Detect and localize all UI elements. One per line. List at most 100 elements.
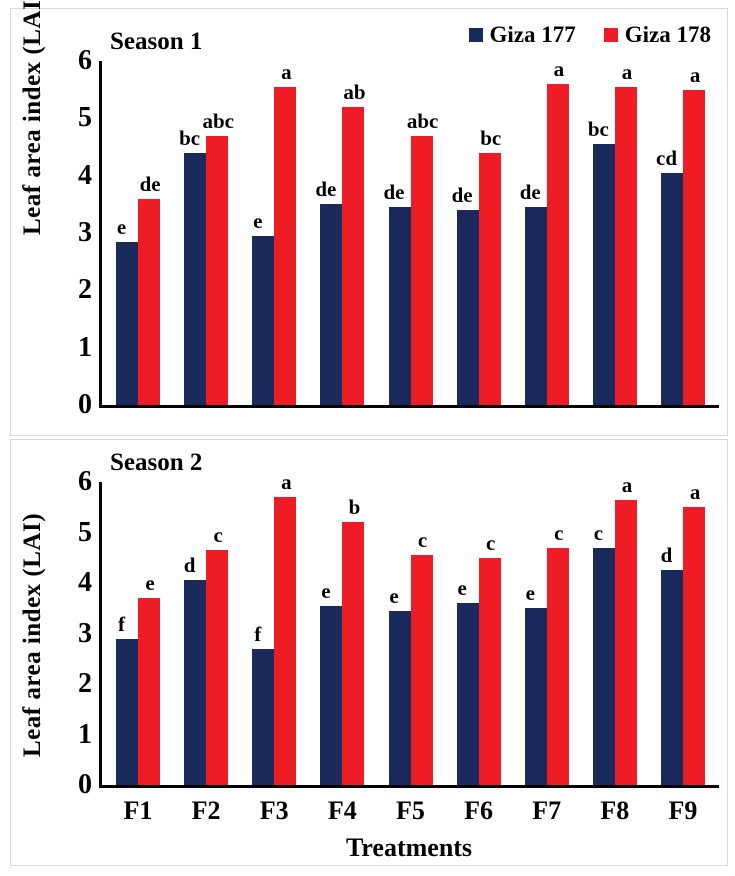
significance-letter-giza-177-f1: f [118,611,125,636]
bar-giza-177-f7: e [524,583,547,785]
bar-giza-177-f4: de [315,179,343,405]
y-axis-tick-label-5: 5 [78,516,92,548]
bar-group-f1: e de [116,61,161,405]
bar-group-f4: de ab [315,61,366,405]
legend-swatch-icon [603,28,618,42]
y-axis-tick-label-1: 1 [78,331,92,363]
significance-letter-giza-178-f2: abc [202,108,234,133]
bar-giza-177-f3: f [252,623,275,785]
bar-group-f9: d a F9 [660,482,705,824]
significance-letter-giza-178-f4: b [348,495,361,520]
legend-swatch-icon [468,28,483,42]
significance-letter-giza-177-f2: d [183,553,196,578]
significance-letter-giza-177-f7: de [519,180,541,205]
significance-letter-giza-177-f2: bc [179,125,201,150]
bar-group-f1: f e F1 [116,482,160,824]
significance-letter-giza-178-f6: bc [480,125,502,150]
significance-letter-giza-178-f3: a [281,59,292,84]
significance-letter-giza-178-f1: e [145,571,155,596]
bar-group-f7: e c F7 [524,482,569,824]
significance-letter-giza-177-f5: de [383,180,405,205]
y-axis-tick-label-4: 4 [78,159,92,191]
significance-letter-giza-178-f1: de [139,171,161,196]
bar-group-f5: de abc [384,61,438,405]
x-axis-label-f6: F6 [464,796,494,825]
significance-letter-giza-177-f8: bc [587,117,609,142]
bar-group-f7: de a [520,58,569,405]
x-axis-label-f4: F4 [327,796,357,825]
y-axis-title: Leaf area index (LAI) [19,0,46,235]
significance-letter-giza-177-f4: de [315,177,337,202]
bar-giza-177-f1: e [116,216,138,405]
significance-letter-giza-178-f4: ab [343,79,366,104]
y-axis-tick-label-0: 0 [78,389,92,420]
significance-letter-giza-178-f7: c [554,520,564,545]
bar-giza-178-f6: c [478,532,501,785]
x-axis-label-f8: F8 [600,796,630,825]
bar-group-f3: f a F3 [252,472,297,824]
y-axis-tick-label-0: 0 [78,769,92,800]
significance-letter-giza-177-f9: d [660,543,673,568]
bar-group-f4: e b F4 [320,482,365,824]
significance-letter-giza-177-f5: e [389,583,399,608]
bar-giza-177-f2: d [184,555,207,785]
bar-group-f6: e c F6 [456,482,501,824]
bar-giza-178-f4: b [342,497,365,785]
bar-giza-177-f5: de [384,182,411,405]
x-axis-label-f3: F3 [259,796,289,825]
bar-group-f8: bc a [588,61,637,405]
bar-giza-177-f6: de [452,185,479,405]
bar-giza-177-f3: e [252,210,275,405]
bar-group-f6: de bc [452,61,501,405]
bar-giza-178-f8: a [614,474,637,785]
bar-giza-177-f7: de [520,182,547,405]
bar-giza-177-f5: e [388,585,411,785]
significance-letter-giza-178-f3: a [281,470,292,495]
bar-giza-178-f1: de [138,173,161,405]
bar-giza-178-f3: a [274,472,297,785]
bar-giza-177-f2: bc [179,127,207,405]
bar-groups: e de bc abc e a de ab de abc de bc de a bc a cd a [102,58,719,405]
legend-item-giza-177: Giza 177 [468,22,576,48]
bar-giza-178-f2: c [206,525,229,785]
bar-giza-178-f9: a [683,482,705,785]
bar-giza-177-f4: e [320,580,343,785]
significance-letter-giza-178-f8: a [621,59,633,84]
y-axis-tick-label-5: 5 [78,102,92,134]
bar-group-f2: d c F2 [184,482,229,824]
significance-letter-giza-177-f6: de [451,183,473,208]
x-axis-label-f9: F9 [668,796,698,825]
significance-letter-giza-177-f3: f [254,621,262,646]
y-axis-title: Leaf area index (LAI) [19,512,46,758]
bar-giza-178-f1: e [138,573,160,785]
x-axis-title: Treatments [345,833,473,862]
significance-letter-giza-178-f2: c [213,523,223,548]
bar-group-f9: cd a [656,61,705,405]
bar-giza-178-f8: a [614,61,637,405]
season-1-plot-area: Season 1 0 1 2 3 4 5 6 e de bc abc e a de ab de abc de bc d… [78,28,719,419]
season-1-label: Season 1 [110,28,203,55]
bar-group-f8: c a F8 [592,474,637,824]
bar-giza-177-f8: c [592,522,615,785]
bar-giza-178-f5: abc [407,110,438,405]
bar-giza-178-f6: bc [478,127,501,405]
season-2-label: Season 2 [110,449,203,476]
bar-giza-178-f7: a [546,58,569,405]
significance-letter-giza-178-f8: a [621,472,633,497]
bar-giza-177-f6: e [456,578,479,785]
significance-letter-giza-177-f3: e [253,208,263,233]
bar-groups: f e F1 d c F2 f a F3 e b F4 e c F5 e c F6 e c F7 c a F8 d a F9 [102,472,719,824]
y-axis-tick-label-4: 4 [78,567,92,598]
significance-letter-giza-178-f9: a [689,480,701,505]
bar-group-f2: bc abc [179,61,234,405]
significance-letter-giza-177-f7: e [525,581,535,606]
significance-letter-giza-177-f9: cd [656,145,677,170]
significance-letter-giza-177-f6: e [457,576,467,601]
x-axis-label-f7: F7 [532,796,562,825]
y-axis-tick-label-1: 1 [78,718,92,750]
legend: Giza 177 Giza 178 [468,22,711,48]
bar-giza-177-f8: bc [588,119,615,405]
bar-giza-178-f3: a [274,61,297,405]
x-axis-label-f2: F2 [191,796,221,825]
